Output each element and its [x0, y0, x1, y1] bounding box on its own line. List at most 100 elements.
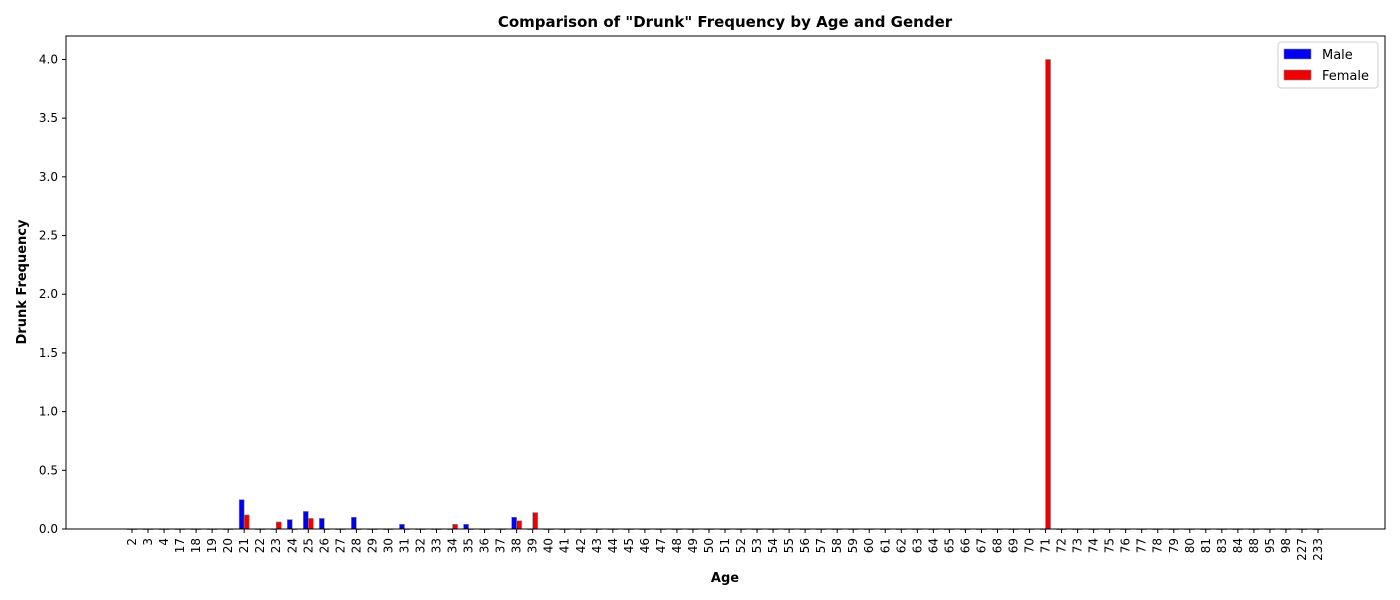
x-tick-label: 75 — [1103, 538, 1117, 553]
x-tick-label: 55 — [782, 538, 796, 553]
x-tick-label: 77 — [1135, 538, 1149, 553]
x-tick-label: 26 — [317, 538, 331, 553]
x-tick-label: 95 — [1263, 538, 1277, 553]
bar-female-25 — [307, 518, 314, 530]
x-tick-label: 44 — [606, 538, 620, 553]
y-tick-label: 1.5 — [39, 346, 58, 360]
x-tick-label: 68 — [990, 538, 1004, 553]
bar-female-34 — [452, 524, 458, 530]
x-tick-label: 46 — [638, 538, 652, 553]
x-tick-label: 88 — [1247, 538, 1261, 553]
x-tick-label: 28 — [349, 538, 363, 553]
legend-label-female: Female — [1322, 69, 1369, 84]
bar-male-21 — [238, 499, 245, 530]
x-tick-label: 98 — [1279, 538, 1293, 553]
x-tick-label: 27 — [333, 538, 347, 553]
x-tick-label: 57 — [814, 538, 828, 553]
bar-male-31 — [399, 524, 405, 530]
bar-female-38 — [516, 520, 522, 530]
x-tick-label: 66 — [958, 538, 972, 553]
plot-frame — [65, 35, 1386, 530]
x-tick-label: 60 — [862, 538, 876, 553]
x-tick-label: 22 — [253, 538, 267, 553]
legend-swatch-male — [1283, 48, 1312, 60]
legend-swatch-female — [1283, 69, 1312, 81]
chart-title: Comparison of "Drunk" Frequency by Age a… — [498, 13, 953, 31]
x-tick-label: 18 — [189, 538, 203, 553]
x-tick-label: 20 — [221, 538, 235, 553]
x-tick-label: 233 — [1311, 538, 1325, 561]
y-tick-label: 3.5 — [39, 111, 58, 125]
x-axis: 2 3 4 17 18 19 20 21 22 23 24 25 26 27 28 29 30 31 32 33 34 3… — [125, 529, 1325, 561]
x-tick-label: 4 — [157, 538, 171, 546]
y-tick-label: 0.5 — [39, 463, 58, 477]
y-axis-label: Drunk Frequency — [15, 219, 30, 344]
x-tick-label: 43 — [590, 538, 604, 553]
x-tick-label: 31 — [397, 538, 411, 553]
x-tick-label: 67 — [974, 538, 988, 553]
x-tick-label: 73 — [1071, 538, 1085, 553]
x-tick-label: 32 — [413, 538, 427, 553]
bar-male-28 — [351, 516, 357, 530]
y-tick-label: 2.0 — [39, 287, 58, 301]
x-tick-label: 52 — [734, 538, 748, 553]
x-tick-label: 58 — [830, 538, 844, 553]
x-tick-label: 42 — [574, 538, 588, 553]
x-tick-label: 47 — [654, 538, 668, 553]
x-axis-label: Age — [711, 571, 739, 586]
x-tick-label: 50 — [702, 538, 716, 553]
y-tick-label: 0.0 — [39, 522, 58, 536]
x-tick-label: 227 — [1295, 538, 1309, 561]
x-tick-label: 35 — [462, 538, 476, 553]
x-tick-label: 56 — [798, 538, 812, 553]
x-tick-label: 61 — [878, 538, 892, 553]
x-tick-label: 37 — [494, 538, 508, 553]
x-tick-label: 64 — [926, 538, 940, 553]
x-tick-label: 71 — [1039, 538, 1053, 553]
bar-female-39 — [532, 512, 538, 530]
x-tick-label: 65 — [942, 538, 956, 553]
x-tick-label: 3 — [141, 538, 155, 546]
bar-female-21 — [243, 514, 250, 530]
x-tick-label: 38 — [510, 538, 524, 553]
legend-label-male: Male — [1322, 48, 1353, 63]
bar-female-71 — [1045, 59, 1051, 530]
x-tick-label: 48 — [670, 538, 684, 553]
y-tick-label: 4.0 — [39, 52, 58, 66]
x-tick-label: 45 — [622, 538, 636, 553]
x-tick-label: 19 — [205, 538, 219, 553]
x-tick-label: 62 — [894, 538, 908, 553]
x-tick-label: 41 — [558, 538, 572, 553]
x-tick-label: 24 — [285, 538, 299, 553]
bar-male-25 — [302, 511, 309, 530]
x-tick-label: 63 — [910, 538, 924, 553]
bar-male-24 — [286, 519, 293, 530]
x-tick-label: 72 — [1055, 538, 1069, 553]
y-tick-label: 1.0 — [39, 405, 58, 419]
x-tick-label: 80 — [1183, 538, 1197, 553]
x-tick-label: 69 — [1006, 538, 1020, 553]
x-tick-label: 21 — [237, 538, 251, 553]
x-tick-label: 74 — [1087, 538, 1101, 553]
y-axis: 0.0 0.5 1.0 1.5 2.0 2.5 3.0 3.5 4.0 — [39, 52, 66, 536]
x-tick-label: 53 — [750, 538, 764, 553]
y-tick-label: 2.5 — [39, 229, 58, 243]
x-tick-label: 2 — [125, 538, 139, 546]
x-tick-label: 30 — [381, 538, 395, 553]
x-tick-label: 17 — [173, 538, 187, 553]
x-tick-label: 33 — [430, 538, 444, 553]
x-tick-label: 23 — [269, 538, 283, 553]
bar-female-23 — [275, 521, 282, 530]
x-tick-label: 78 — [1151, 538, 1165, 553]
x-tick-label: 40 — [542, 538, 556, 553]
x-tick-label: 36 — [478, 538, 492, 553]
x-tick-label: 84 — [1231, 538, 1245, 553]
x-tick-label: 70 — [1023, 538, 1037, 553]
x-tick-label: 81 — [1199, 538, 1213, 553]
x-tick-label: 25 — [301, 538, 315, 553]
x-tick-label: 49 — [686, 538, 700, 553]
bar-male-38 — [511, 516, 517, 530]
bar-male-26 — [319, 518, 325, 530]
